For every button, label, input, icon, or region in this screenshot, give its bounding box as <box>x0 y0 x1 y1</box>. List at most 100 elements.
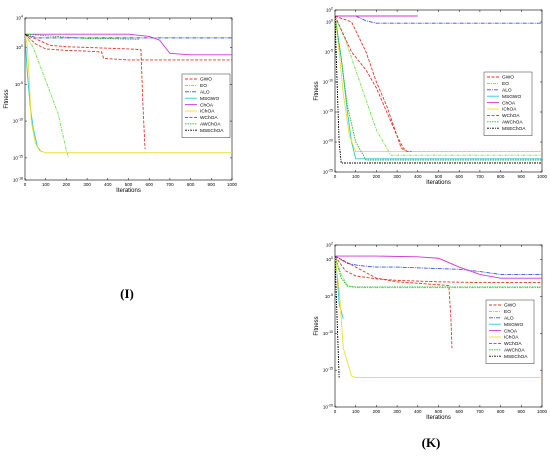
series-line-eo <box>25 33 69 159</box>
y-tick-label: 100 <box>326 19 333 25</box>
series-line-ichoa <box>335 15 542 153</box>
x-tick-label: 1000 <box>537 174 548 179</box>
x-tick-label: 400 <box>414 409 422 414</box>
y-tick-label: 10-5 <box>325 293 333 299</box>
x-tick-label: 600 <box>145 182 153 187</box>
x-tick-label: 500 <box>125 182 133 187</box>
y-tick-label: 10-25 <box>323 169 333 175</box>
x-tick-label: 700 <box>476 174 484 179</box>
legend-entry-awchoa: AWChOA <box>504 348 525 354</box>
x-tick-label: 0 <box>24 182 27 187</box>
legend-entry-gwo: GWO <box>200 77 212 83</box>
series-line-msechoa <box>335 15 542 164</box>
legend-entry-eo: EO <box>200 83 207 89</box>
y-tick-label: 10-18 <box>13 177 23 183</box>
x-tick-label: 0 <box>334 409 337 414</box>
legend-entry-wchoa: WChOA <box>504 341 522 347</box>
legend-entry-ichoa: IChOA <box>200 109 215 115</box>
panel-label: (I) <box>120 286 134 301</box>
legend-entry-eo: EO <box>504 309 511 315</box>
y-tick-label: 10-10 <box>323 330 333 336</box>
y-tick-label: 104 <box>16 15 23 21</box>
x-tick-label: 200 <box>373 409 381 414</box>
series-line-gwo <box>335 255 453 349</box>
y-tick-label: 102 <box>326 7 333 13</box>
legend-entry-wchoa: WChOA <box>200 115 218 121</box>
x-tick-label: 300 <box>393 409 401 414</box>
x-tick-label: 900 <box>518 409 526 414</box>
legend-entry-gwo: GWO <box>502 75 514 81</box>
series-line-wchoa <box>335 15 412 153</box>
series-line-msechoa <box>335 256 340 378</box>
legend-entry-choa: ChOA <box>200 102 214 108</box>
legend-entry-msgwo: MSGWO <box>504 322 523 328</box>
x-tick-label: 1000 <box>537 409 548 414</box>
series-line-alo <box>335 255 542 275</box>
y-tick-label: 100 <box>326 256 333 262</box>
x-tick-label: 800 <box>497 409 505 414</box>
legend-entry-eo: EO <box>502 81 509 87</box>
y-tick-label: 10-10 <box>13 118 23 124</box>
y-tick-label: 100 <box>16 44 23 50</box>
x-tick-label: 700 <box>476 409 484 414</box>
chart-panel-0: 0 100 200 300 400 500 600 700 800 900 1000 10-18 10-… <box>4 15 238 195</box>
legend-box <box>485 299 535 364</box>
series-line-ichoa <box>335 255 542 378</box>
legend-entry-msgwo: MSGWO <box>502 94 521 100</box>
series-line-eo <box>335 255 542 289</box>
series-line-alo <box>25 33 232 39</box>
legend-entry-choa: ChOA <box>502 100 516 106</box>
x-tick-label: 300 <box>83 182 91 187</box>
x-tick-label: 700 <box>166 182 174 187</box>
x-tick-label: 200 <box>63 182 71 187</box>
series-line-wchoa <box>25 33 232 61</box>
series-line-choa <box>335 255 542 279</box>
series-line-gwo <box>25 34 146 150</box>
series-line-awchoa <box>335 15 542 161</box>
y-axis-label: Fitness <box>4 89 10 108</box>
series-line-eo <box>335 15 542 156</box>
legend-entry-gwo: GWO <box>504 303 516 309</box>
x-tick-label: 1000 <box>227 182 238 187</box>
x-tick-label: 0 <box>334 174 337 179</box>
series-line-ichoa <box>25 34 232 154</box>
legend-box <box>181 73 231 138</box>
x-tick-label: 300 <box>393 174 401 179</box>
legend-entry-alo: ALO <box>200 90 210 96</box>
series-line-awchoa <box>25 33 139 40</box>
y-tick-label: 10-5 <box>15 81 23 87</box>
x-tick-label: 200 <box>373 174 381 179</box>
x-tick-label: 600 <box>455 174 463 179</box>
x-tick-label: 100 <box>42 182 50 187</box>
y-axis-label: Fitness <box>314 81 320 100</box>
legend-box <box>483 71 533 136</box>
legend-entry-msechoa: MSEChOA <box>502 126 526 132</box>
panel-label: (K) <box>422 435 441 450</box>
legend-entry-awchoa: AWChOA <box>200 122 221 128</box>
x-axis-label: Iterations <box>426 180 451 186</box>
y-tick-label: 10-15 <box>323 109 333 115</box>
y-tick-label: 10-15 <box>13 154 23 160</box>
chart-panel-2: 0 100 200 300 400 500 600 700 800 900 1000 10-20 10-… <box>314 242 548 422</box>
series-line-wchoa <box>335 255 542 283</box>
legend-entry-ichoa: IChOA <box>502 107 517 113</box>
x-tick-label: 400 <box>104 182 112 187</box>
x-tick-label: 800 <box>187 182 195 187</box>
series-line-awchoa <box>335 255 542 288</box>
legend-entry-msechoa: MSEChOA <box>504 354 528 360</box>
y-axis-label: Fitness <box>314 316 320 335</box>
x-tick-label: 600 <box>455 409 463 414</box>
legend-entry-ichoa: IChOA <box>504 335 519 341</box>
x-axis-label: Iterations <box>116 188 141 194</box>
y-tick-label: 10-15 <box>323 367 333 373</box>
y-tick-label: 10-20 <box>323 139 333 145</box>
legend-entry-wchoa: WChOA <box>502 113 520 119</box>
series-line-msechoa <box>25 33 30 37</box>
series-line-choa <box>25 33 232 56</box>
x-axis-label: Iterations <box>426 415 451 421</box>
x-tick-label: 900 <box>518 174 526 179</box>
legend-entry-choa: ChOA <box>504 328 518 334</box>
legend-entry-alo: ALO <box>502 88 512 94</box>
legend-entry-awchoa: AWChOA <box>502 120 523 126</box>
